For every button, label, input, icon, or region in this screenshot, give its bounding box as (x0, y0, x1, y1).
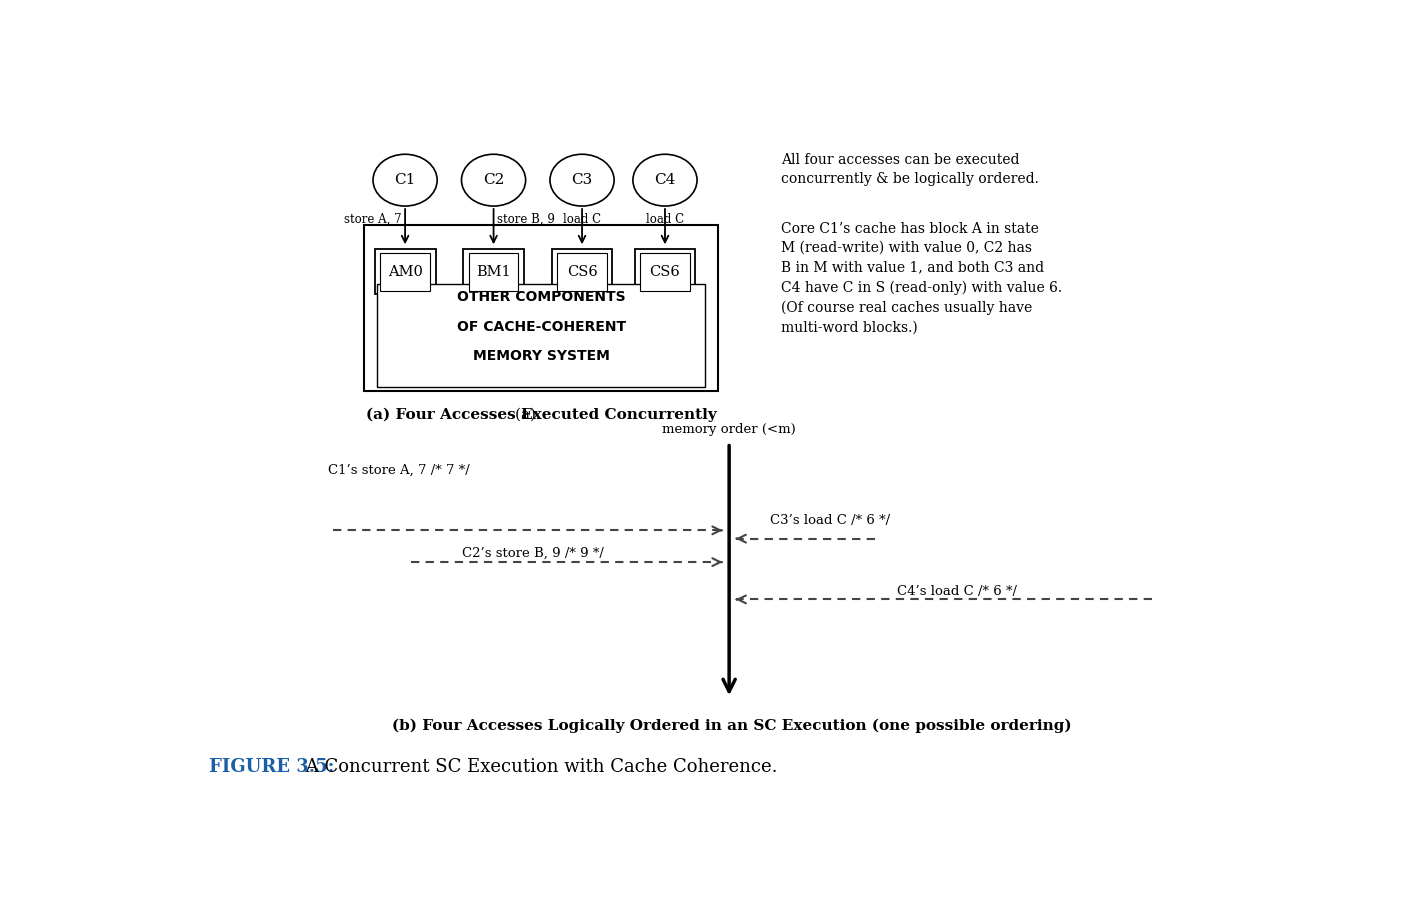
FancyBboxPatch shape (380, 253, 430, 291)
FancyBboxPatch shape (375, 249, 435, 294)
Text: load C: load C (646, 213, 684, 226)
Text: MEMORY SYSTEM: MEMORY SYSTEM (472, 349, 609, 363)
Text: C1: C1 (394, 173, 415, 187)
Text: C2’s store B, 9 /* 9 */: C2’s store B, 9 /* 9 */ (462, 546, 604, 560)
Text: CS6: CS6 (649, 265, 681, 279)
Text: CS6: CS6 (567, 265, 598, 279)
Text: (a): (a) (515, 408, 541, 422)
Text: OF CACHE-COHERENT: OF CACHE-COHERENT (457, 319, 625, 334)
Text: All four accesses can be executed
concurrently & be logically ordered.: All four accesses can be executed concur… (781, 152, 1039, 186)
Text: C3: C3 (571, 173, 592, 187)
FancyBboxPatch shape (377, 283, 705, 388)
Text: C4’s load C /* 6 */: C4’s load C /* 6 */ (898, 585, 1017, 597)
FancyBboxPatch shape (464, 249, 524, 294)
Text: C3’s load C /* 6 */: C3’s load C /* 6 */ (771, 514, 890, 527)
FancyBboxPatch shape (635, 249, 695, 294)
Text: FIGURE 3.5:: FIGURE 3.5: (210, 758, 335, 776)
FancyBboxPatch shape (364, 225, 718, 391)
Text: OTHER COMPONENTS: OTHER COMPONENTS (457, 290, 625, 304)
FancyBboxPatch shape (557, 253, 606, 291)
Text: (a) Four Accesses Executed Concurrently: (a) Four Accesses Executed Concurrently (365, 408, 716, 422)
Text: (b) Four Accesses Logically Ordered in an SC Execution (one possible ordering): (b) Four Accesses Logically Ordered in a… (391, 718, 1072, 733)
FancyBboxPatch shape (468, 253, 518, 291)
FancyBboxPatch shape (641, 253, 689, 291)
Text: store B, 9: store B, 9 (497, 213, 555, 226)
Text: AM0: AM0 (388, 265, 422, 279)
Text: store A, 7: store A, 7 (344, 213, 402, 226)
Text: C1’s store A, 7 /* 7 */: C1’s store A, 7 /* 7 */ (328, 464, 469, 476)
Text: memory order (<m): memory order (<m) (662, 422, 796, 436)
Text: Core C1’s cache has block A in state
M (read-write) with value 0, C2 has
B in M : Core C1’s cache has block A in state M (… (781, 222, 1062, 335)
Ellipse shape (634, 154, 696, 206)
Text: A Concurrent SC Execution with Cache Coherence.: A Concurrent SC Execution with Cache Coh… (300, 758, 778, 776)
FancyBboxPatch shape (552, 249, 612, 294)
Ellipse shape (549, 154, 614, 206)
Text: load C: load C (564, 213, 601, 226)
Text: BM1: BM1 (477, 265, 511, 279)
Ellipse shape (461, 154, 525, 206)
Ellipse shape (372, 154, 437, 206)
Text: C2: C2 (482, 173, 504, 187)
Text: C4: C4 (655, 173, 675, 187)
